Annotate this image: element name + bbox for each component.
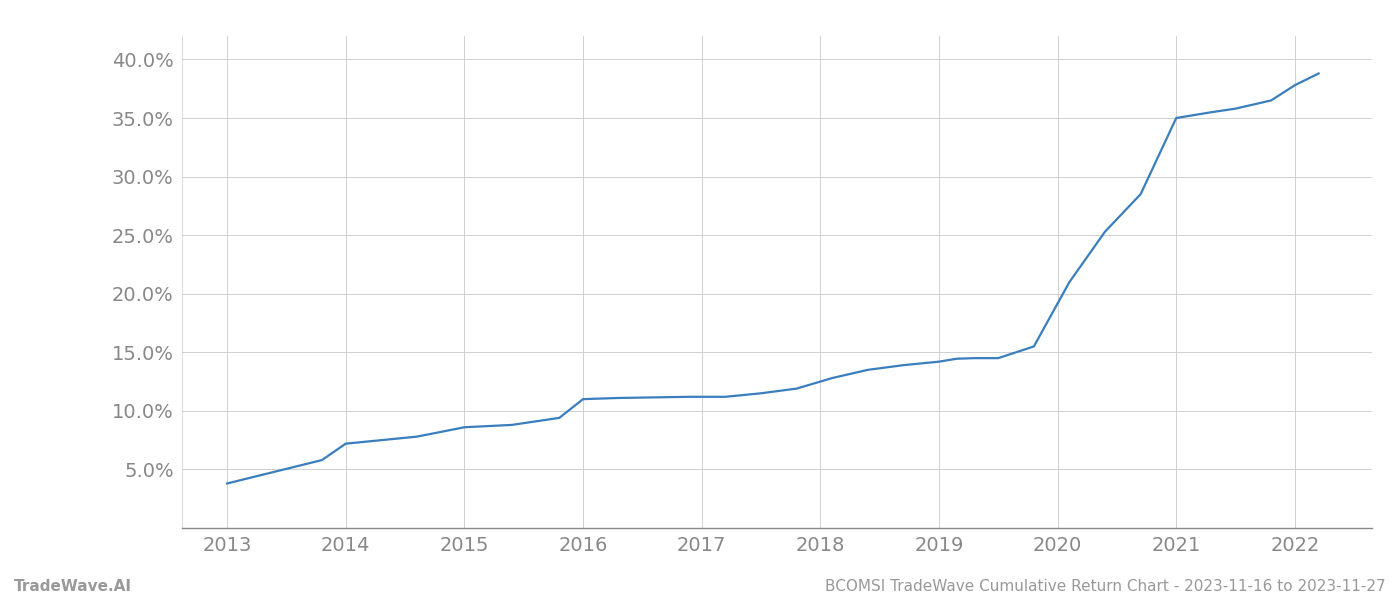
Text: BCOMSI TradeWave Cumulative Return Chart - 2023-11-16 to 2023-11-27: BCOMSI TradeWave Cumulative Return Chart… <box>826 579 1386 594</box>
Text: TradeWave.AI: TradeWave.AI <box>14 579 132 594</box>
